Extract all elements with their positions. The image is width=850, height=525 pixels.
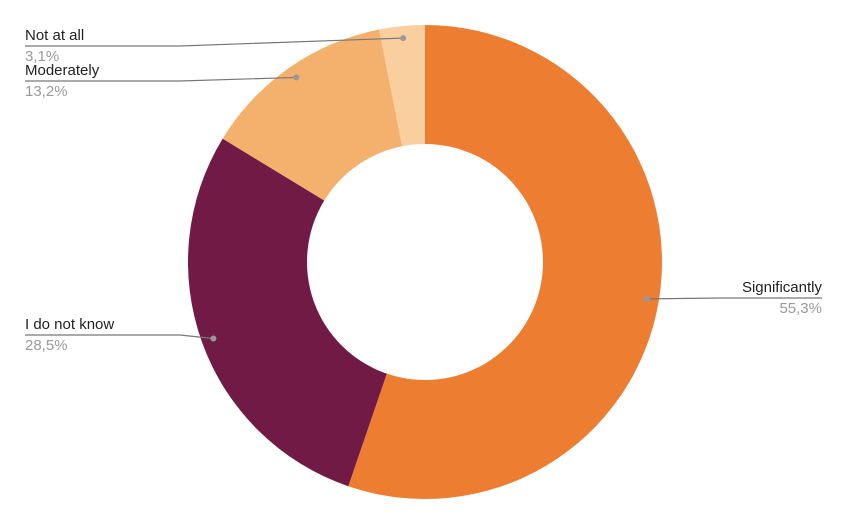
slice-value-label: 28,5% xyxy=(25,337,68,354)
leader-dot xyxy=(293,74,300,81)
donut-slice xyxy=(222,29,403,201)
leader-line xyxy=(25,37,404,47)
slice-label: Moderately xyxy=(25,62,100,79)
leader-line xyxy=(25,76,297,82)
leader-line xyxy=(25,334,214,340)
donut-slice xyxy=(379,25,425,147)
leader-dot xyxy=(210,335,217,342)
slice-label: Significantly xyxy=(742,279,823,296)
slice-label: I do not know xyxy=(25,316,114,333)
donut-slice xyxy=(348,25,663,499)
slice-value-label: 13,2% xyxy=(25,83,68,100)
donut-slice xyxy=(187,138,387,487)
slice-value-label: 3,1% xyxy=(25,48,59,65)
leader-dot xyxy=(400,35,407,42)
slice-value-label: 55,3% xyxy=(779,300,822,317)
leader-line xyxy=(646,297,822,300)
slice-label: Not at all xyxy=(25,27,84,44)
leader-dot xyxy=(643,295,650,302)
